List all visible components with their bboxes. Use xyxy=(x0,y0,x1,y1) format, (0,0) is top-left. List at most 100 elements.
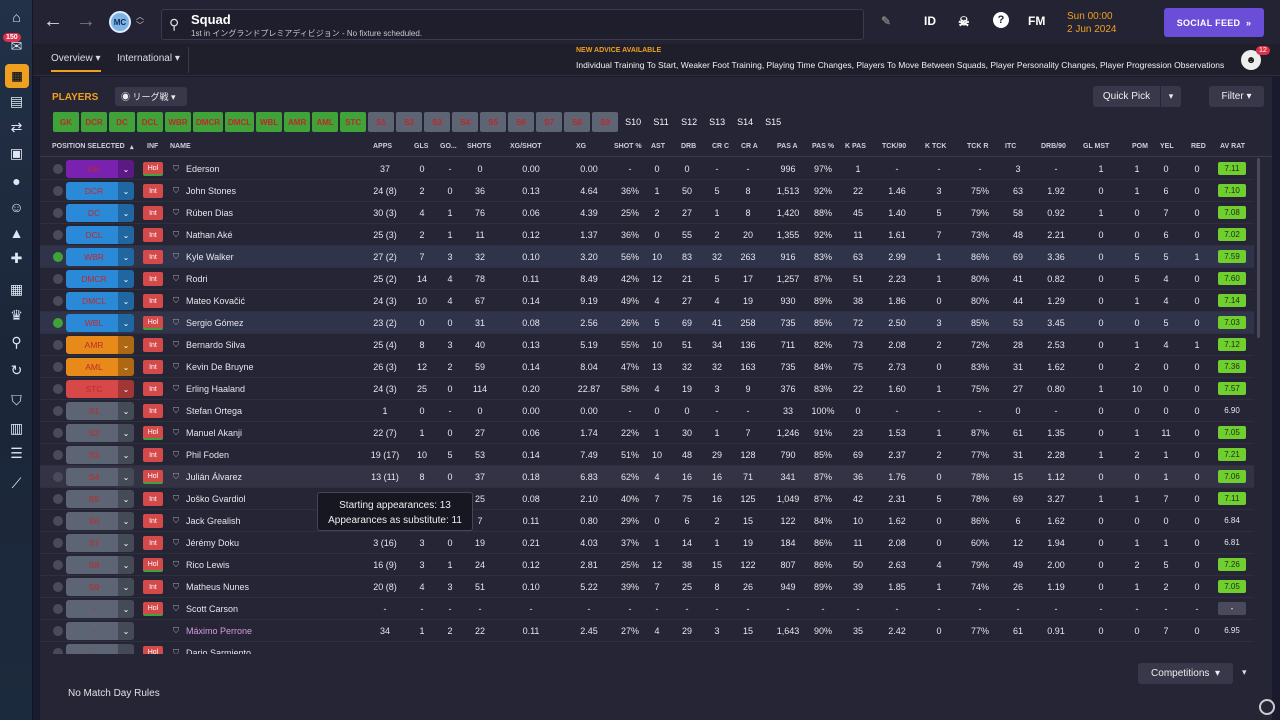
table-row[interactable]: S4 ⌄ Hol ⛉ Julián Álvarez 13 (11) 8 0 37 0.18 6.83… xyxy=(40,466,1254,488)
position-chip[interactable]: S15 xyxy=(765,117,782,127)
status-badge[interactable]: Int xyxy=(143,184,163,198)
position-chip[interactable]: AMR xyxy=(284,112,311,132)
sort-asc-icon[interactable]: ▴ xyxy=(130,144,134,151)
player-name[interactable]: Ederson xyxy=(186,164,220,174)
player-name[interactable]: Stefan Ortega xyxy=(186,406,243,416)
row-select-checkbox[interactable] xyxy=(53,582,63,592)
position-select[interactable]: DMCL ⌄ xyxy=(66,292,134,310)
status-badge[interactable]: Hol xyxy=(143,558,163,572)
position-chip[interactable]: DMCR xyxy=(193,112,223,132)
position-chip[interactable]: S9 xyxy=(592,112,619,132)
row-select-checkbox[interactable] xyxy=(53,516,63,526)
table-row[interactable]: S5 ⌄ Int ⛉ Joško Gvardiol 25 0.08 2.10 40% 7 75 16 1… xyxy=(40,488,1254,510)
position-select[interactable]: GK ⌄ xyxy=(66,160,134,178)
table-row[interactable]: S8 ⌄ Hol ⛉ Rico Lewis 16 (9) 3 1 24 0.12 2.81 25% 12… xyxy=(40,554,1254,576)
row-select-checkbox[interactable] xyxy=(53,318,63,328)
row-select-checkbox[interactable] xyxy=(53,340,63,350)
row-select-checkbox[interactable] xyxy=(53,538,63,548)
collapse-chevron-icon[interactable]: ▾ xyxy=(1242,667,1247,677)
table-row[interactable]: S7 ⌄ Int ⛉ Jérémy Doku 3 (16) 3 0 19 0.21 4.03 37% 1… xyxy=(40,532,1254,554)
id-button[interactable]: ID xyxy=(924,14,936,28)
column-header[interactable]: DRB xyxy=(681,143,697,150)
help-icon[interactable]: ? xyxy=(993,12,1009,28)
row-select-checkbox[interactable] xyxy=(53,428,63,438)
inbox-icon[interactable]: ✉ xyxy=(10,38,23,54)
table-row[interactable]: - ⌄ Hol ⛉ Scott Carson - - - - - - - - - - - - - - - - - - - - - -… xyxy=(40,598,1254,620)
column-header[interactable]: SHOT % xyxy=(614,143,642,150)
position-select[interactable]: DCL ⌄ xyxy=(66,226,134,244)
player-name[interactable]: John Stones xyxy=(186,186,237,196)
player-name[interactable]: Manuel Akanji xyxy=(186,428,243,438)
column-header[interactable]: K TCK xyxy=(925,143,947,150)
column-header[interactable]: SHOTS xyxy=(467,143,492,150)
scouting-icon[interactable]: ▲ xyxy=(9,224,24,241)
status-badge[interactable]: Int xyxy=(143,272,163,286)
position-select[interactable]: AMR ⌄ xyxy=(66,336,134,354)
position-chip[interactable]: S12 xyxy=(681,117,698,127)
table-row[interactable]: WBL ⌄ Hol ⛉ Sergio Gómez 23 (2) 0 0 31 0.08 2.56 26… xyxy=(40,312,1254,334)
column-header[interactable]: PAS A xyxy=(777,143,798,150)
club-switch-icon[interactable]: ︿ ﹀ xyxy=(136,12,144,30)
position-chip[interactable]: GK xyxy=(53,112,79,132)
row-select-checkbox[interactable] xyxy=(53,384,63,394)
column-header[interactable]: NAME xyxy=(170,143,191,150)
position-chip[interactable]: S6 xyxy=(508,112,535,132)
quick-pick-button[interactable]: Quick Pick xyxy=(1093,86,1160,107)
position-chip[interactable]: STC xyxy=(340,112,367,132)
position-select[interactable]: S4 ⌄ xyxy=(66,468,134,486)
position-chip[interactable]: DMCL xyxy=(225,112,255,132)
player-name[interactable]: Máximo Perrone xyxy=(186,626,253,636)
status-badge[interactable]: Int xyxy=(143,250,163,264)
row-select-checkbox[interactable] xyxy=(53,604,63,614)
table-row[interactable]: WBR ⌄ Int ⛉ Kyle Walker 27 (2) 7 3 32 0.10 3.20 56%… xyxy=(40,246,1254,268)
edit-icon[interactable]: ✎ xyxy=(881,14,892,28)
column-header[interactable]: RED xyxy=(1191,143,1206,150)
status-badge[interactable]: Hol xyxy=(143,316,163,330)
social-feed-button[interactable]: SOCIAL FEED » xyxy=(1164,8,1264,37)
refresh-icon[interactable]: ↻ xyxy=(10,362,23,378)
status-badge[interactable]: Int xyxy=(143,404,163,418)
column-header[interactable]: AV RAT xyxy=(1220,143,1246,150)
position-chip[interactable]: DC xyxy=(109,112,135,132)
position-select[interactable]: S3 ⌄ xyxy=(66,446,134,464)
tab-international[interactable]: International ▾ xyxy=(117,53,180,64)
position-select[interactable]: AML ⌄ xyxy=(66,358,134,376)
player-name[interactable]: Dario Sarmiento xyxy=(186,648,252,654)
position-chip[interactable]: S7 xyxy=(536,112,563,132)
status-badge[interactable]: Int xyxy=(143,228,163,242)
back-arrow-icon[interactable]: ← xyxy=(43,10,63,32)
player-name[interactable]: Nathan Aké xyxy=(186,230,233,240)
squad-icon-active[interactable]: ▦ xyxy=(5,64,29,88)
competitions-button[interactable]: Competitions ▾ xyxy=(1138,663,1233,684)
status-badge[interactable]: Hol xyxy=(143,470,163,484)
position-select[interactable]: S6 ⌄ xyxy=(66,512,134,530)
column-header[interactable]: CR C xyxy=(712,143,730,150)
view-select[interactable]: ◉ リーグ戦 ▾ xyxy=(115,87,187,106)
column-header[interactable]: PAS % xyxy=(812,143,835,150)
transfer-icon[interactable]: ⇄ xyxy=(10,119,23,135)
row-select-checkbox[interactable] xyxy=(53,648,63,654)
status-badge[interactable]: Hol xyxy=(143,646,163,654)
advice-text[interactable]: Individual Training To Start, Weaker Foo… xyxy=(576,60,1225,70)
row-select-checkbox[interactable] xyxy=(53,560,63,570)
table-row[interactable]: STC ⌄ Int ⛉ Erling Haaland 24 (3) 25 0 114 0.20 22… xyxy=(40,378,1254,400)
row-select-checkbox[interactable] xyxy=(53,252,63,262)
row-select-checkbox[interactable] xyxy=(53,274,63,284)
player-name[interactable]: Scott Carson xyxy=(186,604,239,614)
skull-icon[interactable]: ☠ xyxy=(958,14,970,29)
position-select[interactable]: DMCR ⌄ xyxy=(66,270,134,288)
column-header[interactable]: TCK R xyxy=(967,143,989,150)
table-row[interactable]: GK ⌄ Hol ⛉ Ederson 37 0 - 0 0.00 0.00 - 0 0 - - 996 97% 1 -… xyxy=(40,158,1254,180)
player-name[interactable]: Rodri xyxy=(186,274,208,284)
position-chip[interactable]: WBL xyxy=(256,112,283,132)
position-chip[interactable]: S1 xyxy=(368,112,395,132)
table-row[interactable]: DMCL ⌄ Int ⛉ Mateo Kovačić 24 (3) 10 4 67 0.14 9.1… xyxy=(40,290,1254,312)
table-row[interactable]: S6 ⌄ Int ⛉ Jack Grealish 7 0.11 0.80 29% 0 6 2 15 122… xyxy=(40,510,1254,532)
table-row[interactable]: S2 ⌄ Hol ⛉ Manuel Akanji 22 (7) 1 0 27 0.06 1.74 22… xyxy=(40,422,1254,444)
position-chip[interactable]: S11 xyxy=(653,117,669,127)
position-select[interactable]: S7 ⌄ xyxy=(66,534,134,552)
column-header[interactable]: GL MST xyxy=(1083,143,1110,150)
player-name[interactable]: Julián Álvarez xyxy=(186,472,243,482)
position-chip[interactable]: S10 xyxy=(625,117,642,127)
position-chip[interactable]: S2 xyxy=(396,112,423,132)
